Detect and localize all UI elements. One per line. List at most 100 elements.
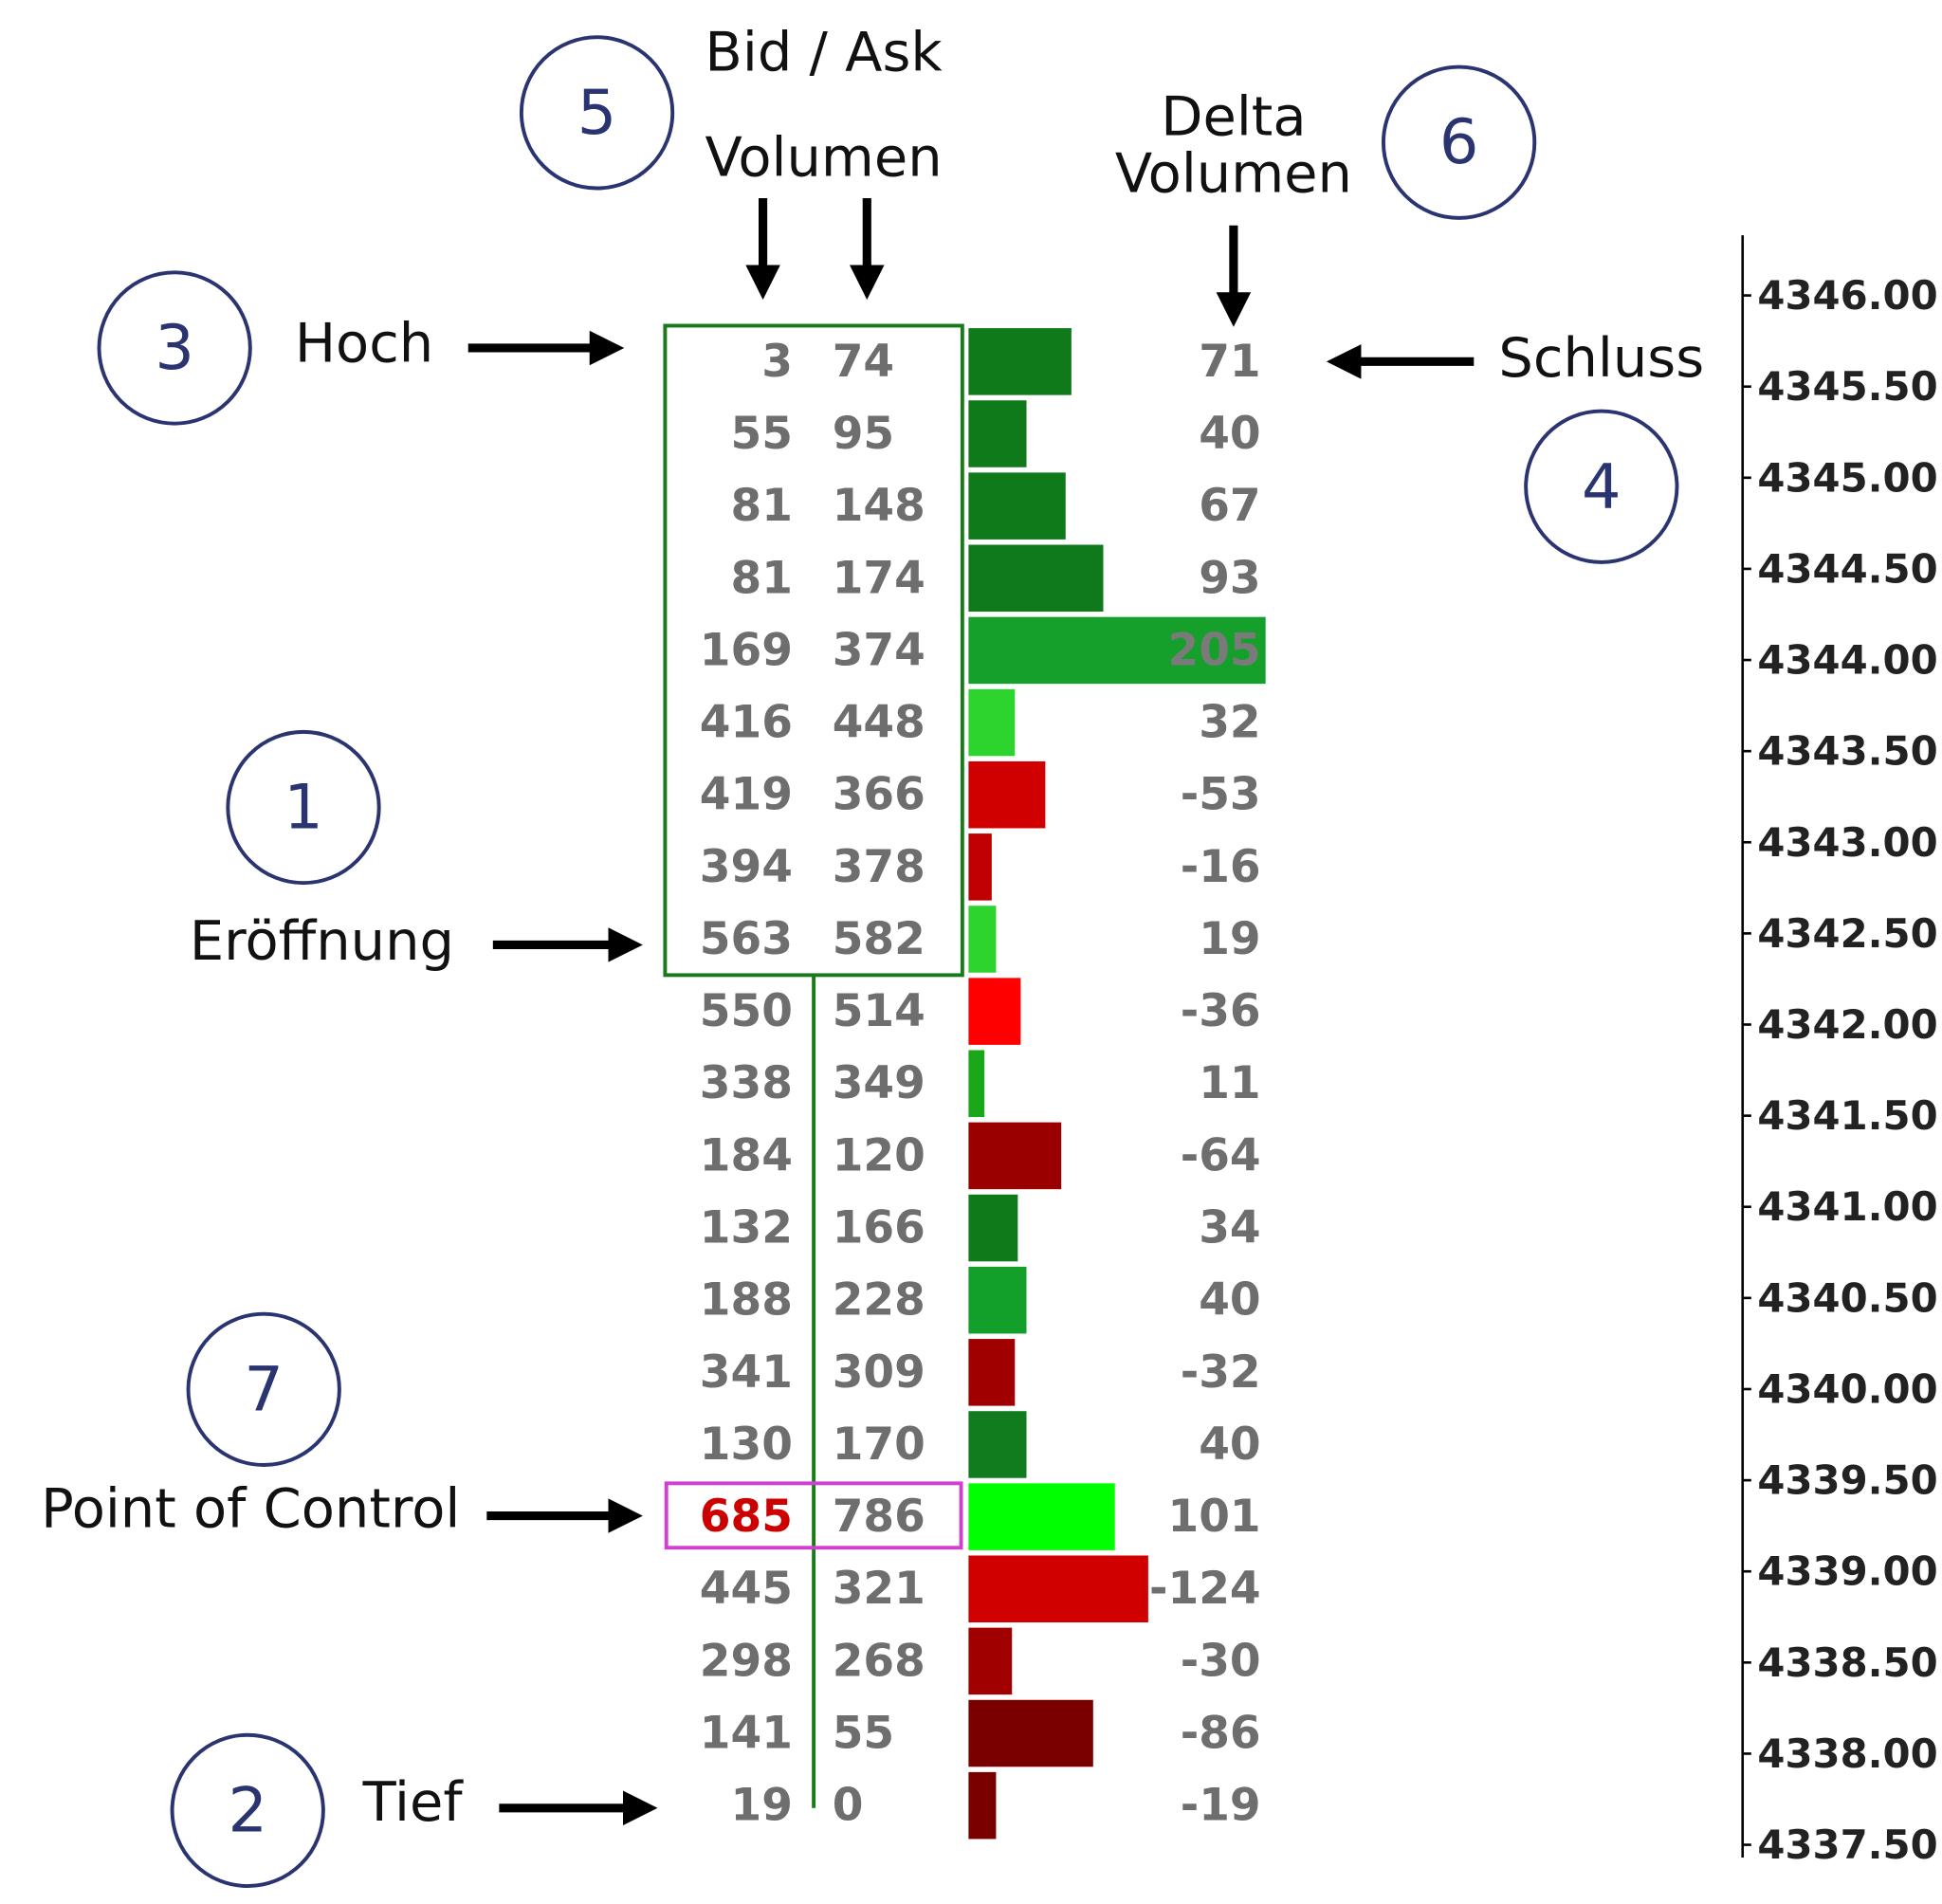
delta-bar	[968, 906, 997, 973]
header: Bid / Ask	[705, 20, 943, 83]
ask-volume: 170	[833, 1419, 925, 1471]
y-tick-label: 4343.50	[1757, 728, 1937, 775]
delta-value: -32	[1181, 1346, 1261, 1399]
y-tick-label: 4344.00	[1757, 637, 1937, 684]
marker-number: 6	[1439, 106, 1479, 178]
ask-volume: 95	[833, 408, 894, 460]
marker-circle	[519, 35, 675, 191]
bid-volume: 169	[700, 624, 793, 676]
y-tick-label: 4345.00	[1757, 454, 1937, 501]
delta-value: 40	[1199, 1274, 1260, 1327]
delta-bar	[968, 1483, 1115, 1550]
delta-value: 32	[1199, 697, 1260, 749]
marker-label: Eröffnung	[190, 909, 454, 973]
y-tick-label: 4341.50	[1757, 1092, 1937, 1139]
bid-volume: 445	[700, 1563, 793, 1615]
bid-volume: 184	[700, 1129, 793, 1181]
delta-value: 40	[1199, 1419, 1260, 1471]
bid-volume: 188	[700, 1274, 793, 1327]
bid-volume: 416	[700, 697, 793, 749]
delta-bar	[968, 400, 1027, 467]
delta-bar	[968, 1266, 1027, 1334]
delta-bar	[968, 833, 992, 901]
ask-volume: 174	[833, 552, 925, 604]
marker-circle	[1381, 64, 1537, 220]
delta-value: -30	[1181, 1635, 1261, 1687]
bid-volume: 132	[700, 1202, 793, 1254]
marker-circle	[97, 270, 252, 426]
delta-value: -36	[1181, 985, 1261, 1037]
y-tick-label: 4342.00	[1757, 1001, 1937, 1048]
delta-value: 40	[1199, 408, 1260, 460]
marker-circle	[226, 729, 381, 886]
y-tick-label: 4346.00	[1757, 272, 1937, 319]
ask-volume: 55	[833, 1708, 894, 1760]
bid-volume: 19	[731, 1780, 793, 1832]
delta-bar	[968, 472, 1066, 540]
marker-circle	[1524, 409, 1679, 564]
delta-bar	[968, 544, 1104, 613]
delta-value: 101	[1168, 1491, 1261, 1543]
y-tick-label: 4340.50	[1757, 1274, 1937, 1321]
ask-volume: 120	[833, 1129, 925, 1181]
ask-volume: 74	[833, 336, 894, 388]
delta-value: -64	[1181, 1129, 1261, 1181]
bid-volume: 130	[700, 1419, 793, 1471]
bid-volume: 394	[700, 841, 793, 893]
ask-volume: 228	[833, 1274, 925, 1327]
delta-value: 67	[1199, 480, 1260, 532]
marker-number: 3	[155, 312, 194, 384]
candle-body	[663, 323, 964, 978]
bid-volume: 341	[700, 1346, 793, 1399]
delta-bar	[968, 1411, 1027, 1478]
marker-circle	[186, 1311, 341, 1467]
marker-number: 2	[228, 1774, 267, 1846]
ask-volume: 514	[833, 985, 925, 1037]
header: Delta	[1161, 84, 1306, 148]
delta-bar	[968, 616, 1266, 685]
y-tick-label: 4340.00	[1757, 1365, 1937, 1412]
bid-volume: 563	[700, 913, 793, 965]
ask-volume: 786	[833, 1491, 925, 1543]
marker-label: Hoch	[295, 311, 433, 375]
delta-value: 93	[1199, 552, 1260, 604]
marker-label: Schluss	[1498, 326, 1704, 390]
marker-number: 4	[1582, 450, 1621, 522]
y-tick-label: 4337.50	[1757, 1822, 1937, 1868]
delta-value: 11	[1199, 1057, 1260, 1109]
marker-label: Point of Control	[41, 1476, 460, 1540]
delta-bar	[968, 1050, 985, 1118]
y-tick-label: 4339.00	[1757, 1548, 1937, 1595]
ask-volume: 374	[833, 624, 925, 676]
y-tick-label: 4338.00	[1757, 1730, 1937, 1777]
ask-volume: 166	[833, 1202, 925, 1254]
delta-bar	[968, 1627, 1013, 1695]
delta-bar	[968, 1339, 1016, 1406]
ask-volume: 582	[833, 913, 925, 965]
bid-volume: 141	[700, 1708, 793, 1760]
y-tick-label: 4344.50	[1757, 545, 1937, 592]
bid-volume: 55	[731, 408, 793, 460]
marker-number: 7	[244, 1353, 284, 1425]
delta-bar	[968, 1122, 1062, 1190]
marker-label: Tief	[362, 1770, 465, 1834]
ask-volume: 309	[833, 1346, 925, 1399]
delta-bar	[968, 1771, 997, 1840]
marker-circle	[170, 1732, 325, 1889]
bid-volume: 81	[731, 552, 793, 604]
delta-bar	[968, 1194, 1018, 1262]
delta-value: 71	[1199, 336, 1260, 388]
delta-value: -16	[1181, 841, 1261, 893]
delta-bar	[968, 1555, 1148, 1623]
delta-value: -53	[1181, 769, 1261, 821]
delta-value: 34	[1199, 1202, 1260, 1254]
annotations: Bid / Ask Volumen Delta Volumen 5 6 3 Ho…	[41, 20, 1704, 1889]
y-tick-label: 4339.50	[1757, 1457, 1937, 1504]
bid-volume: 81	[731, 480, 793, 532]
bid-volume: 338	[700, 1057, 793, 1109]
delta-bar	[968, 1699, 1093, 1767]
header: Volumen	[1115, 141, 1352, 205]
delta-bar	[968, 760, 1046, 829]
bid-volume: 550	[700, 985, 793, 1037]
delta-bar	[968, 328, 1072, 395]
